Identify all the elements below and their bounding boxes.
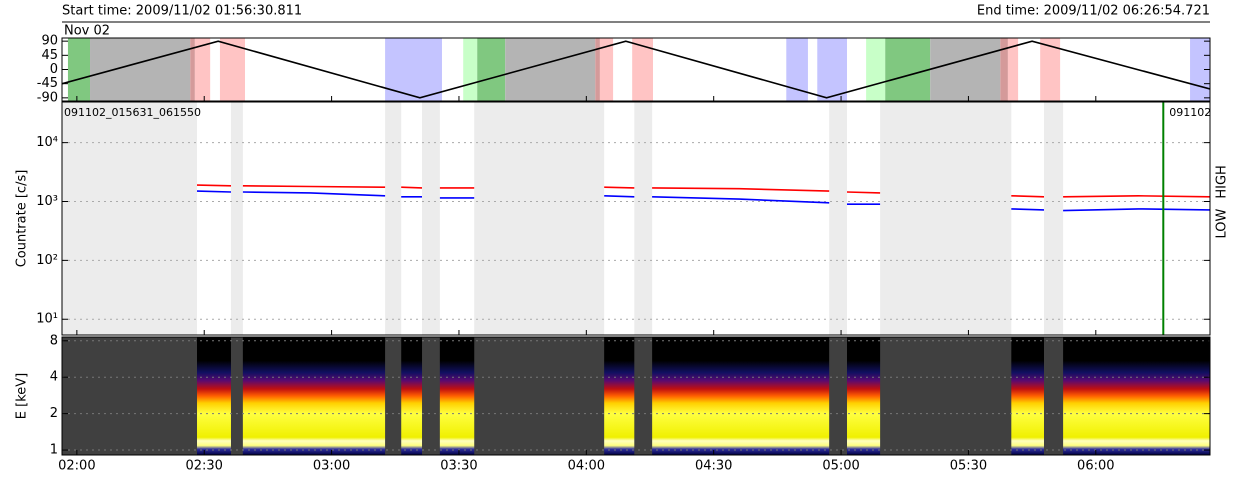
orbit-band [817,38,848,101]
shaded-interval [474,102,605,335]
panel [62,38,1210,101]
panel [62,102,1210,335]
data-gap [634,337,653,455]
pointing-line [62,40,1210,99]
data-gap [422,337,440,455]
y-tick-label: -45 [37,76,58,91]
y-tick-label: 45 [41,48,58,63]
data-gap [880,337,1012,455]
end-time: End time: 2009/11/02 06:26:54.721 [977,4,1210,19]
shaded-interval [880,102,1012,335]
legend-entry: HIGH [1215,165,1230,198]
orbit-band [786,38,808,101]
y-tick-label: 8 [50,333,58,348]
x-tick-label: 04:30 [695,459,732,474]
x-tick-label: 02:00 [58,459,95,474]
x-tick-label: 05:00 [822,459,859,474]
y-tick-label: 10⁴ [36,135,58,150]
orbit-band [1040,38,1061,101]
orbit-band [67,38,91,101]
shaded-interval [230,102,243,335]
orbit-band [463,38,478,101]
shaded-interval [62,102,198,335]
shaded-interval [385,102,402,335]
orbit-band [866,38,886,101]
orbit-band [477,38,506,101]
orbit-band [1007,38,1019,101]
x-tick-label: 05:30 [950,459,987,474]
y-tick-label: 10³ [36,194,58,209]
orbit-band [885,38,931,101]
y-tick-label: -90 [37,90,58,105]
panel-frame [61,37,1211,102]
data-gap [474,337,605,455]
x-tick-label: 04:00 [568,459,605,474]
legend-entry: LOW [1215,208,1230,238]
orbit-band [219,38,245,101]
orbit-band [194,38,211,101]
data-gap [230,337,243,455]
date-label: Nov 02 [64,24,110,39]
shaded-interval [829,102,848,335]
x-tick-label: 02:30 [185,459,222,474]
orbit-band [930,38,1001,101]
x-tick-label: 03:00 [313,459,350,474]
count-line [196,184,1210,198]
annotation: 091102_015631_061550 [64,106,201,119]
panel-frame [61,336,1211,456]
y-tick-label: 2 [50,406,58,421]
orbit-band [505,38,596,101]
panel [62,337,1210,455]
orbit-band [632,38,653,101]
y-tick-label: 0 [50,62,58,77]
orbit-band [595,38,600,101]
y-axis-label: Countrate [c/s] [15,170,30,268]
y-tick-label: 4 [50,370,58,385]
annotation: 091102 [1169,106,1211,119]
data-gap [62,337,198,455]
data-gap [1043,337,1064,455]
orbit-band [385,38,442,101]
start-time: Start time: 2009/11/02 01:56:30.811 [62,4,302,19]
y-tick-label: 10² [36,253,58,268]
data-gap [385,337,402,455]
shaded-interval [1043,102,1064,335]
x-tick-label: 06:00 [1077,459,1114,474]
y-tick-label: 90 [41,34,58,49]
shaded-interval [634,102,653,335]
orbit-band [90,38,191,101]
panel-frame [61,101,1211,336]
y-tick-label: 1 [50,443,58,458]
y-tick-label: 10¹ [36,312,58,327]
shaded-interval [422,102,440,335]
orbit-band [190,38,195,101]
count-line [196,190,1210,212]
data-gap [829,337,848,455]
y-axis-label: E [keV] [15,373,30,419]
x-tick-label: 03:30 [440,459,477,474]
orbit-band [599,38,614,101]
orbit-band [1000,38,1008,101]
